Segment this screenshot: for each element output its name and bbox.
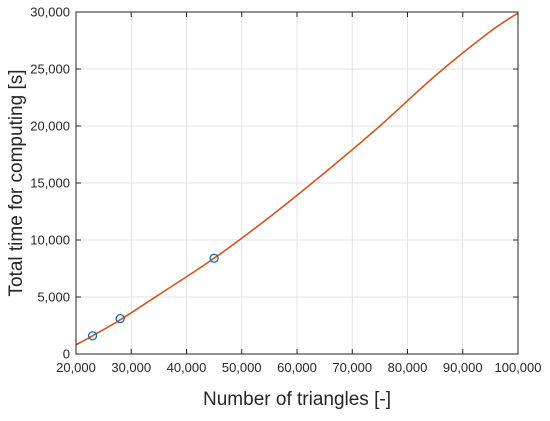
x-tick-label: 80,000 bbox=[388, 360, 428, 375]
grid bbox=[76, 12, 518, 354]
y-tick-label: 30,000 bbox=[30, 5, 70, 20]
y-tick-label: 5,000 bbox=[37, 290, 70, 305]
ticks bbox=[75, 11, 519, 355]
x-tick-label: 100,000 bbox=[495, 360, 542, 375]
x-tick-label: 60,000 bbox=[277, 360, 317, 375]
x-tick-label: 40,000 bbox=[167, 360, 207, 375]
data-point-marker bbox=[209, 253, 219, 263]
x-tick-label: 30,000 bbox=[111, 360, 151, 375]
y-tick-label: 10,000 bbox=[30, 233, 70, 248]
data-point-marker bbox=[87, 331, 98, 341]
fit-curve bbox=[75, 12, 519, 346]
x-tick-label: 90,000 bbox=[443, 360, 483, 375]
y-tick-label: 25,000 bbox=[30, 62, 70, 77]
y-axis-title: Total time for computing [s] bbox=[6, 69, 27, 296]
tick-labels: 20,000 30,000 40,000 50,000 60,000 70,000 80,0… bbox=[30, 5, 541, 376]
series-layer bbox=[75, 12, 519, 346]
x-axis-title: Number of triangles [-] bbox=[203, 389, 391, 410]
y-tick-label: 20,000 bbox=[30, 119, 70, 134]
y-tick-label: 15,000 bbox=[30, 176, 70, 191]
x-tick-label: 50,000 bbox=[222, 360, 262, 375]
x-tick-label: 70,000 bbox=[332, 360, 372, 375]
data-point-marker bbox=[115, 314, 125, 324]
y-tick-label: 0 bbox=[63, 347, 70, 362]
x-tick-label: 20,000 bbox=[56, 360, 96, 375]
